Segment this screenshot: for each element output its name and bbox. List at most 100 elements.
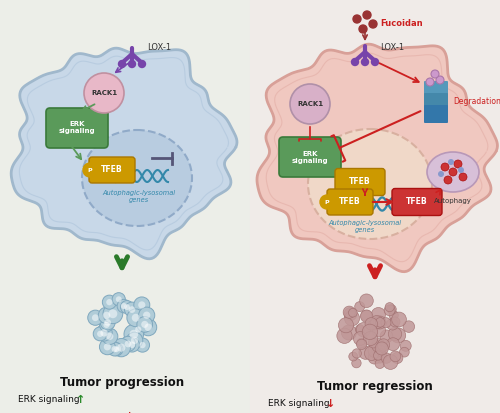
FancyBboxPatch shape: [392, 188, 442, 216]
Circle shape: [137, 316, 152, 332]
Circle shape: [448, 159, 454, 165]
Text: Autophagy: Autophagy: [434, 198, 472, 204]
Bar: [250, 0, 500, 413]
Circle shape: [364, 331, 378, 346]
Circle shape: [372, 348, 387, 363]
Polygon shape: [20, 56, 229, 250]
Circle shape: [444, 176, 452, 184]
Circle shape: [369, 20, 377, 28]
Circle shape: [368, 343, 383, 358]
Circle shape: [359, 25, 367, 33]
Circle shape: [356, 338, 366, 348]
Circle shape: [343, 306, 355, 318]
Circle shape: [454, 160, 462, 168]
Text: P: P: [324, 200, 330, 206]
Circle shape: [364, 346, 379, 361]
Circle shape: [106, 299, 112, 305]
Circle shape: [352, 59, 358, 66]
Circle shape: [92, 314, 98, 321]
Circle shape: [103, 312, 110, 319]
FancyBboxPatch shape: [424, 93, 448, 111]
Circle shape: [143, 311, 150, 319]
Circle shape: [112, 339, 130, 357]
Circle shape: [390, 351, 400, 362]
Circle shape: [385, 303, 394, 312]
Circle shape: [459, 173, 467, 181]
Circle shape: [372, 308, 386, 322]
Circle shape: [126, 332, 143, 349]
Circle shape: [354, 301, 364, 312]
Circle shape: [104, 343, 111, 350]
Text: Autophagic-lysosomal
genes: Autophagic-lysosomal genes: [328, 220, 402, 233]
Circle shape: [103, 304, 122, 324]
Circle shape: [372, 323, 386, 337]
Circle shape: [438, 171, 444, 177]
Circle shape: [112, 346, 118, 352]
Circle shape: [97, 331, 103, 337]
Circle shape: [381, 318, 391, 328]
Circle shape: [356, 325, 364, 334]
Text: Degradation: Degradation: [453, 97, 500, 107]
FancyBboxPatch shape: [424, 105, 448, 123]
Circle shape: [338, 318, 353, 333]
Circle shape: [372, 339, 385, 352]
Circle shape: [100, 318, 114, 332]
Circle shape: [449, 168, 457, 176]
Polygon shape: [257, 44, 498, 272]
Circle shape: [140, 319, 156, 336]
Text: ERK
signaling: ERK signaling: [58, 121, 96, 135]
Circle shape: [374, 316, 386, 329]
Circle shape: [290, 84, 330, 124]
Circle shape: [352, 358, 361, 368]
Circle shape: [121, 303, 127, 309]
Ellipse shape: [427, 152, 479, 192]
Circle shape: [112, 293, 126, 306]
Circle shape: [356, 323, 370, 337]
FancyBboxPatch shape: [89, 157, 135, 183]
Circle shape: [392, 352, 403, 363]
Text: ERK
signaling: ERK signaling: [292, 150, 329, 164]
Circle shape: [320, 195, 334, 209]
Text: TFEB: TFEB: [406, 197, 428, 206]
Circle shape: [84, 73, 124, 113]
Circle shape: [132, 314, 140, 322]
Circle shape: [370, 316, 384, 329]
Circle shape: [124, 324, 144, 344]
Circle shape: [380, 330, 393, 343]
Circle shape: [138, 307, 155, 323]
Circle shape: [426, 78, 434, 86]
Circle shape: [124, 304, 130, 310]
Circle shape: [348, 309, 357, 317]
Circle shape: [108, 342, 122, 356]
Circle shape: [93, 327, 107, 341]
Circle shape: [389, 311, 398, 320]
Circle shape: [135, 326, 141, 332]
Circle shape: [106, 333, 114, 340]
Circle shape: [375, 359, 384, 368]
FancyBboxPatch shape: [327, 189, 373, 215]
Circle shape: [100, 339, 115, 355]
Circle shape: [127, 309, 144, 327]
Circle shape: [138, 60, 145, 67]
Circle shape: [124, 302, 140, 317]
Circle shape: [128, 306, 136, 313]
Circle shape: [354, 332, 367, 345]
Text: TFEB: TFEB: [339, 197, 361, 206]
Circle shape: [100, 315, 115, 330]
Circle shape: [120, 336, 136, 351]
Circle shape: [374, 345, 386, 356]
Circle shape: [117, 299, 130, 313]
Text: ↑: ↑: [76, 395, 85, 405]
Text: Autophagic-lysosomal
genes: Autophagic-lysosomal genes: [102, 190, 176, 203]
Circle shape: [374, 351, 383, 360]
Circle shape: [383, 355, 398, 369]
Circle shape: [360, 310, 373, 323]
Circle shape: [344, 308, 357, 320]
Circle shape: [104, 322, 110, 328]
Circle shape: [100, 329, 107, 337]
Circle shape: [388, 328, 402, 341]
Circle shape: [128, 60, 136, 67]
FancyBboxPatch shape: [279, 137, 341, 177]
Bar: [0, 0, 250, 413]
Circle shape: [136, 338, 149, 352]
